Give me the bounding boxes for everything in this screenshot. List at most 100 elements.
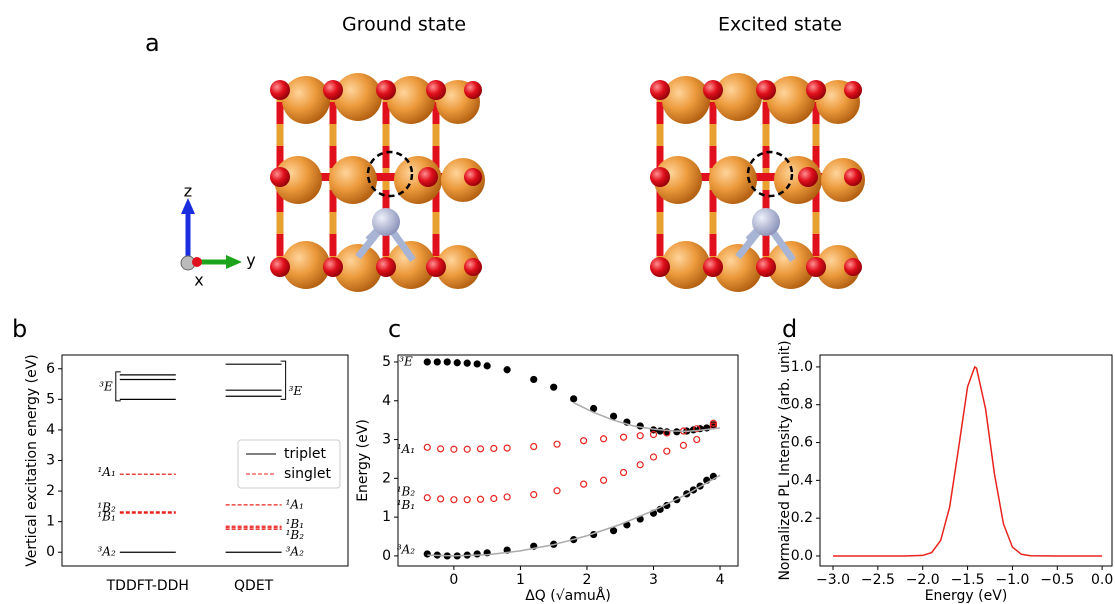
x-tick-label: −2.5: [861, 572, 895, 588]
data-point: [621, 434, 627, 440]
structure-title: Ground state: [342, 14, 466, 36]
level-label: ³A₂: [286, 545, 304, 559]
level-label: ¹B₁: [286, 517, 304, 531]
data-point: [504, 367, 510, 373]
data-point: [531, 444, 537, 450]
x-tick-label: 0.0: [1091, 572, 1113, 588]
x-axis-label: ΔQ (√amuÅ): [525, 587, 611, 604]
data-point: [554, 441, 560, 447]
data-point: [424, 551, 430, 557]
data-point: [484, 363, 490, 369]
y-tick-label: 4: [382, 393, 391, 409]
y-tick-label: 5: [46, 391, 55, 407]
y-tick-label: 5: [382, 354, 391, 370]
y-tick-label: 0: [46, 544, 55, 560]
x-tick-label: 0: [449, 572, 458, 588]
y-tick-label: 0.4: [791, 472, 813, 488]
data-point: [650, 454, 656, 460]
y-tick-label: 2: [46, 483, 55, 499]
axis-name: x: [194, 271, 203, 290]
data-point: [474, 361, 480, 367]
state-label: ¹A₁: [397, 442, 415, 456]
data-point: [637, 462, 643, 468]
ground-state-structure: [270, 73, 485, 292]
state-label: ¹B₂: [397, 484, 416, 498]
data-point: [478, 496, 484, 502]
axes-icon: z y x: [181, 182, 256, 290]
x-tick-label: −1.0: [995, 572, 1029, 588]
level-label: ¹A₁: [98, 465, 116, 479]
data-point: [478, 446, 484, 452]
y-tick-label: 4: [46, 422, 55, 438]
level-label: ¹B₂: [97, 500, 116, 514]
data-point: [611, 413, 617, 419]
x-tick-label: −2.0: [906, 572, 940, 588]
data-point: [424, 359, 430, 365]
plot-frame: [820, 355, 1112, 566]
panel-label: d: [782, 315, 797, 343]
data-point: [554, 488, 560, 494]
data-point: [491, 496, 497, 502]
panel-label: a: [145, 29, 160, 57]
axis-name: z: [184, 182, 192, 201]
y-tick-label: 3: [46, 453, 55, 469]
y-tick-label: 1: [382, 509, 391, 525]
structure-title: Excited state: [718, 14, 842, 36]
data-point: [581, 438, 587, 444]
data-point: [531, 492, 537, 498]
data-point: [611, 528, 617, 534]
data-point: [504, 445, 510, 451]
data-point: [434, 359, 440, 365]
x-axis-label: Energy (eV): [925, 588, 1008, 604]
data-point: [571, 396, 577, 402]
data-point: [464, 497, 470, 503]
state-label: ³A₂: [397, 543, 415, 557]
data-point: [680, 442, 686, 448]
y-axis-label: Normalized PL Intensity (arb. unit): [777, 340, 793, 580]
data-point: [551, 384, 557, 390]
x-tick-label: 2: [583, 572, 592, 588]
data-point: [601, 436, 607, 442]
data-point: [637, 433, 643, 439]
level-label: ³E: [289, 384, 303, 398]
data-point: [491, 445, 497, 451]
data-point: [451, 446, 457, 452]
x-tick-label: −1.5: [951, 572, 985, 588]
x-tick-label: −3.0: [816, 572, 850, 588]
data-point: [451, 497, 457, 503]
data-point: [438, 496, 444, 502]
data-point: [531, 376, 537, 382]
legend-label: singlet: [284, 466, 331, 482]
y-tick-label: 1.0: [791, 359, 813, 375]
x-tick-label: −0.5: [1040, 572, 1074, 588]
pl-curve: [833, 367, 1102, 556]
y-tick-label: 0.8: [791, 397, 813, 413]
axis-name: y: [246, 251, 255, 270]
data-point: [474, 551, 480, 557]
y-tick-label: 6: [46, 361, 55, 377]
state-label: ¹B₁: [397, 498, 415, 512]
y-tick-label: 0.2: [791, 510, 813, 526]
data-point: [464, 360, 470, 366]
x-tick-label: 1: [516, 572, 525, 588]
data-point: [581, 481, 587, 487]
level-label: ¹A₁: [286, 497, 304, 511]
x-tick-label: 4: [716, 572, 725, 588]
fit-curve: [427, 475, 720, 556]
excited-state-structure: [650, 73, 865, 292]
panel-label: b: [12, 315, 27, 343]
x-tick-label: 3: [649, 572, 658, 588]
y-axis-label: Energy (eV): [355, 419, 371, 502]
data-point: [664, 448, 670, 454]
plot-frame: [398, 355, 738, 566]
y-tick-label: 0.0: [791, 548, 813, 564]
bracket: [116, 372, 121, 401]
figure: Ground state Excited state z y x a b c d…: [0, 0, 1115, 604]
y-tick-label: 1: [46, 514, 55, 530]
data-point: [454, 360, 460, 366]
data-point: [464, 446, 470, 452]
y-tick-label: 0.6: [791, 435, 813, 451]
x-tick-label: QDET: [234, 578, 274, 594]
y-tick-label: 0: [382, 548, 391, 564]
